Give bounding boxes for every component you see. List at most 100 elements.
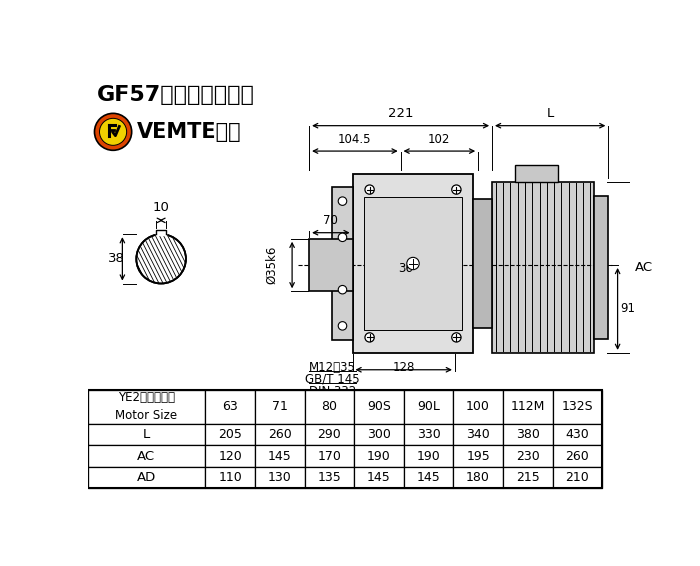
Text: YE2电机机座号
Motor Size: YE2电机机座号 Motor Size [116, 391, 178, 422]
Text: 90S: 90S [367, 400, 391, 413]
Text: 91: 91 [621, 302, 636, 315]
Text: 130: 130 [268, 471, 292, 484]
Text: M12淲35: M12淲35 [309, 361, 356, 374]
Text: 102: 102 [428, 132, 451, 145]
Bar [205, 445, 255, 467]
Text: 145: 145 [367, 471, 391, 484]
Text: 190: 190 [416, 449, 440, 462]
Text: DIN 332: DIN 332 [309, 385, 356, 398]
Text: 170: 170 [317, 449, 341, 462]
Text: 90L: 90L [417, 400, 440, 413]
Bar [454, 445, 503, 467]
Text: 104.5: 104.5 [338, 132, 372, 145]
Text: AD: AD [136, 471, 156, 484]
Text: 63: 63 [222, 400, 238, 413]
Bar [88, 390, 602, 488]
Text: 120: 120 [218, 449, 242, 462]
Bar [354, 424, 404, 445]
Text: 180: 180 [466, 471, 490, 484]
Text: 38: 38 [108, 252, 125, 265]
Bar [354, 390, 404, 424]
Text: 135: 135 [317, 471, 341, 484]
Text: 128: 128 [393, 361, 415, 374]
Bar [255, 467, 304, 488]
Bar [205, 424, 255, 445]
Text: 110: 110 [218, 471, 242, 484]
Text: 210: 210 [566, 471, 589, 484]
Text: 36: 36 [398, 263, 413, 276]
Bar [304, 445, 354, 467]
Circle shape [338, 233, 346, 242]
Text: 290: 290 [317, 428, 341, 441]
Bar [552, 424, 602, 445]
Circle shape [452, 185, 461, 194]
Text: GF57减速机尺寸图纸: GF57减速机尺寸图纸 [97, 85, 255, 105]
Bar [255, 424, 304, 445]
Circle shape [452, 333, 461, 342]
Circle shape [365, 185, 374, 194]
Text: L: L [143, 428, 150, 441]
Bar [503, 424, 552, 445]
Text: 100: 100 [466, 400, 490, 413]
Bar [404, 424, 454, 445]
Text: 205: 205 [218, 428, 242, 441]
Text: 260: 260 [268, 428, 292, 441]
Text: Ø35k6: Ø35k6 [265, 246, 278, 284]
Bar [454, 424, 503, 445]
Text: 215: 215 [516, 471, 540, 484]
Bar [205, 467, 255, 488]
Text: 10: 10 [153, 201, 169, 214]
Text: 80: 80 [321, 400, 337, 413]
Text: 195: 195 [466, 449, 490, 462]
Circle shape [365, 333, 374, 342]
Bar [353, 174, 473, 353]
Circle shape [338, 321, 346, 330]
Text: 190: 190 [367, 449, 391, 462]
Text: 132S: 132S [561, 400, 593, 413]
Text: GB/T 145: GB/T 145 [305, 373, 360, 386]
Bar [404, 445, 454, 467]
Bar [515, 165, 558, 182]
Bar [404, 467, 454, 488]
Text: 340: 340 [466, 428, 490, 441]
Text: 230: 230 [516, 449, 540, 462]
Bar [304, 390, 354, 424]
Text: 330: 330 [416, 428, 440, 441]
Text: 380: 380 [516, 428, 540, 441]
Bar [255, 390, 304, 424]
Bar [354, 467, 404, 488]
Circle shape [136, 234, 186, 284]
Bar [332, 187, 353, 340]
Bar [304, 424, 354, 445]
Text: 221: 221 [388, 106, 413, 119]
Bar [503, 390, 552, 424]
Bar [552, 445, 602, 467]
Circle shape [338, 285, 346, 294]
Text: 112M: 112M [510, 400, 545, 413]
Bar [88, 445, 205, 467]
Bar [364, 198, 462, 330]
Bar [88, 390, 205, 424]
Bar [454, 467, 503, 488]
Text: 70: 70 [323, 215, 338, 228]
Text: 71: 71 [272, 400, 288, 413]
Bar [503, 445, 552, 467]
Text: AC: AC [137, 449, 155, 462]
Circle shape [407, 258, 419, 269]
Bar [88, 424, 205, 445]
Bar [552, 390, 602, 424]
Bar [304, 467, 354, 488]
Bar [255, 445, 304, 467]
Bar [454, 390, 503, 424]
Text: 145: 145 [416, 471, 440, 484]
Bar [354, 445, 404, 467]
Text: AC: AC [635, 261, 653, 274]
Bar [473, 199, 492, 328]
Circle shape [338, 197, 346, 205]
Bar [492, 182, 594, 353]
Circle shape [99, 118, 127, 145]
Text: 300: 300 [367, 428, 391, 441]
Text: L: L [547, 106, 554, 119]
Text: 260: 260 [566, 449, 589, 462]
Bar [157, 230, 166, 235]
